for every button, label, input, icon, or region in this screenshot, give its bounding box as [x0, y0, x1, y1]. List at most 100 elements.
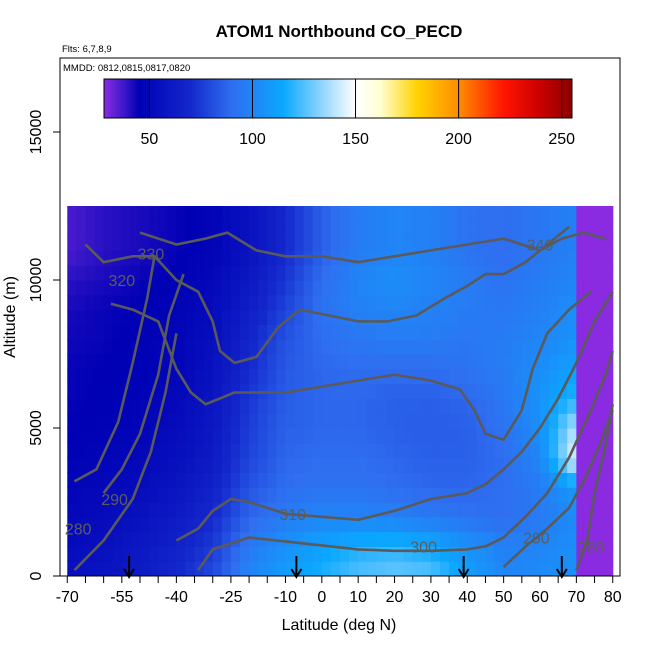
heatmap-cell — [103, 324, 114, 340]
heatmap-cell — [394, 339, 405, 355]
heatmap-cell — [530, 472, 541, 488]
heatmap-cell — [221, 487, 232, 503]
heatmap-cell — [221, 280, 232, 296]
heatmap-cell — [276, 294, 287, 311]
heatmap-cell — [412, 398, 423, 414]
heatmap-cell — [467, 294, 477, 311]
heatmap-cell — [294, 428, 305, 444]
heatmap-cell — [121, 413, 132, 429]
heatmap-cell — [485, 561, 496, 576]
heatmap-cell — [230, 324, 241, 340]
y-axis: 0 5000 10000 15000 — [28, 110, 60, 580]
heatmap-cell — [467, 383, 477, 399]
heatmap-cell — [367, 546, 377, 562]
heatmap-cell — [349, 309, 359, 325]
heatmap-cell — [349, 472, 359, 488]
heatmap-cell — [294, 487, 305, 503]
heatmap-cell — [549, 502, 559, 518]
heatmap-cell — [412, 546, 423, 562]
heatmap-cell — [221, 235, 232, 251]
heatmap-cell — [312, 250, 323, 266]
heatmap-cell — [194, 546, 205, 562]
arrow-head — [457, 568, 470, 579]
heatmap-cell — [530, 502, 541, 518]
heatmap-cell — [376, 516, 387, 533]
heatmap-cell — [285, 546, 296, 562]
heatmap-cell — [549, 250, 559, 266]
heatmap-cell — [94, 206, 105, 222]
heatmap-cell — [358, 354, 368, 370]
heatmap-cell — [130, 428, 141, 444]
heatmap-cell — [403, 265, 414, 281]
heatmap-cell — [603, 339, 614, 355]
contour-line-290 — [102, 273, 185, 494]
heatmap-cell — [158, 457, 168, 473]
heatmap-cell — [594, 531, 605, 547]
colorbar: 50 100 150 200 250 — [103, 78, 575, 148]
heatmap-cell — [167, 339, 177, 355]
heatmap-cell — [376, 206, 387, 222]
heatmap-cell — [585, 413, 596, 429]
heatmap-cell — [321, 309, 332, 325]
heatmap-cell — [440, 324, 450, 340]
heatmap-cell — [167, 383, 177, 399]
heatmap-cell — [512, 339, 523, 355]
heatmap-cell — [376, 220, 387, 237]
heatmap-cell — [494, 280, 505, 296]
contour-label: 290 — [523, 530, 550, 547]
heatmap-cell — [503, 354, 514, 370]
heatmap-cell — [276, 428, 287, 444]
heatmap-cell — [249, 220, 259, 237]
heatmap-cell — [485, 280, 496, 296]
heatmap-cell — [558, 339, 568, 355]
heatmap-cell — [112, 383, 123, 399]
heatmap-cell — [76, 457, 87, 473]
heatmap-cell — [140, 472, 150, 488]
heatmap-cell — [467, 546, 477, 562]
heatmap-cell — [258, 472, 268, 488]
heatmap-cell — [521, 339, 532, 355]
heatmap-cell — [230, 250, 241, 266]
heatmap-cell — [258, 413, 268, 429]
heatmap-cell — [240, 546, 250, 562]
heatmap-cell — [67, 280, 77, 296]
heatmap-cell — [367, 339, 377, 355]
contour-line-310 — [175, 291, 614, 542]
heatmap-cell — [467, 487, 477, 503]
heatmap-cell — [312, 561, 323, 576]
heatmap-cell — [603, 546, 614, 562]
heatmap-cell — [394, 235, 405, 251]
heatmap-cell — [76, 354, 87, 370]
heatmap-cell — [258, 294, 268, 311]
heatmap-cell — [149, 206, 159, 222]
heatmap-cell — [458, 294, 468, 311]
heatmap-cell — [312, 324, 323, 340]
heatmap-cell — [558, 472, 568, 488]
heatmap-cell — [294, 206, 305, 222]
heatmap-cell — [67, 502, 77, 518]
heatmap-cell — [340, 442, 350, 459]
heatmap-cell — [103, 472, 114, 488]
heatmap-cell — [503, 309, 514, 325]
heatmap-cell — [421, 309, 432, 325]
heatmap-cell — [394, 428, 405, 444]
heatmap-cell — [194, 428, 205, 444]
heatmap-cell — [130, 206, 141, 222]
heatmap-cell — [603, 280, 614, 296]
heatmap-cell — [330, 324, 341, 340]
heatmap-cell — [276, 220, 287, 237]
heatmap-cell — [494, 428, 505, 444]
heatmap-cell — [421, 413, 432, 429]
heatmap-cell — [540, 516, 550, 533]
heatmap-cell — [530, 235, 541, 251]
heatmap-cell — [185, 546, 196, 562]
heatmap-cell — [303, 428, 314, 444]
heatmap-cell — [194, 413, 205, 429]
heatmap-cell — [230, 561, 241, 576]
heatmap-cell — [276, 250, 287, 266]
heatmap-cell — [103, 442, 114, 459]
heatmap-cell — [85, 294, 96, 311]
heatmap-cell — [367, 294, 377, 311]
heatmap-cell — [449, 220, 459, 237]
heatmap-cell — [385, 502, 396, 518]
